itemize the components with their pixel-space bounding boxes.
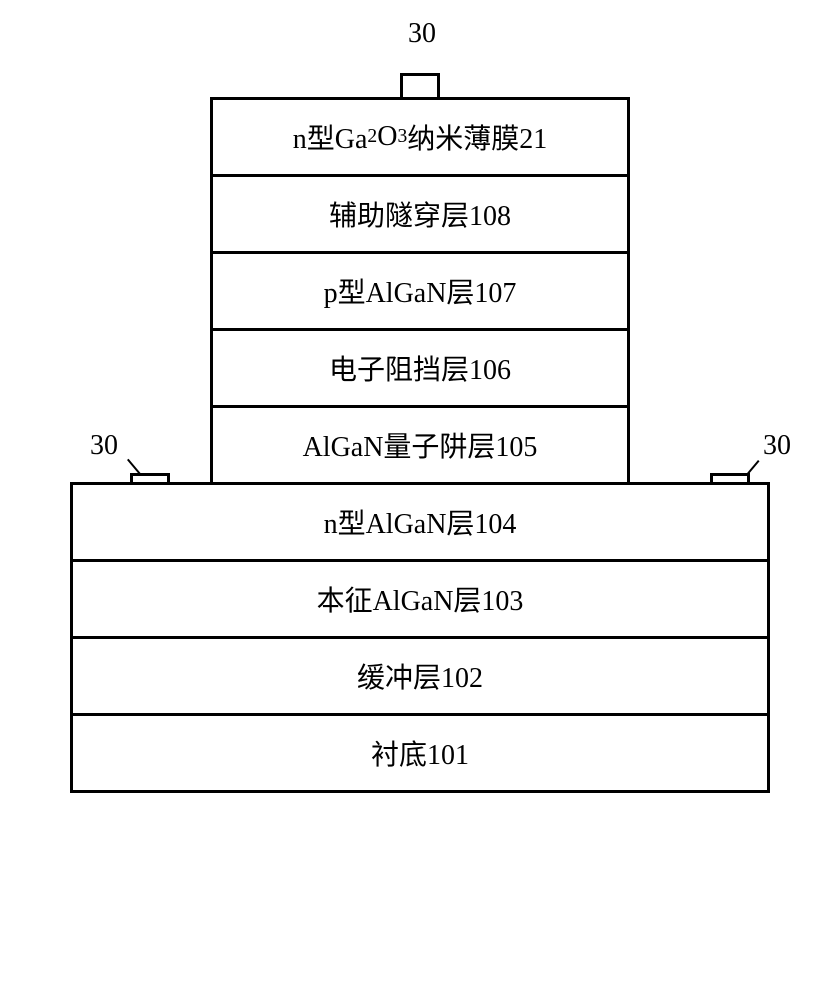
layer-quantum-well: AlGaN量子阱层105 xyxy=(210,405,630,485)
layer-n-ga2o3: n型Ga2O3纳米薄膜21 xyxy=(210,97,630,177)
layer-substrate: 衬底101 xyxy=(70,713,770,793)
narrow-layer-stack: n型Ga2O3纳米薄膜21 辅助隧穿层108 p型AlGaN层107 电子阻挡层… xyxy=(210,97,630,485)
layer-tunneling: 辅助隧穿层108 xyxy=(210,174,630,254)
layer-n-algan: n型AlGaN层104 xyxy=(70,482,770,562)
electrode-label-top: 30 xyxy=(408,18,436,50)
layer-stack-diagram: n型Ga2O3纳米薄膜21 辅助隧穿层108 p型AlGaN层107 电子阻挡层… xyxy=(70,100,770,793)
layer-p-algan: p型AlGaN层107 xyxy=(210,251,630,331)
wide-layer-stack: n型AlGaN层104 本征AlGaN层103 缓冲层102 衬底101 xyxy=(70,482,770,793)
layer-electron-block: 电子阻挡层106 xyxy=(210,328,630,408)
layer-buffer: 缓冲层102 xyxy=(70,636,770,716)
layer-intrinsic-algan: 本征AlGaN层103 xyxy=(70,559,770,639)
